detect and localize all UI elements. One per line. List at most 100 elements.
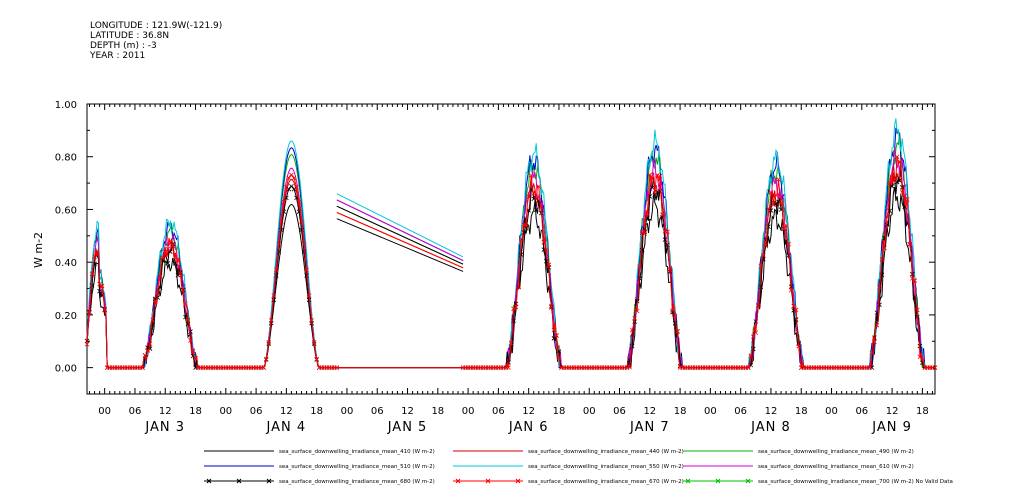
series-marker <box>304 267 309 273</box>
x-tick-label: 12 <box>643 406 656 417</box>
series-marker <box>771 202 776 208</box>
y-tick-label: 1.00 <box>55 100 77 111</box>
legend-label: sea_surface_downwelling_irradiance_mean_… <box>528 479 684 485</box>
series-marker <box>639 230 645 236</box>
series-marker <box>274 267 279 273</box>
series-group <box>84 118 938 370</box>
legend-marker <box>745 478 751 484</box>
series-marker <box>761 253 766 258</box>
series-marker <box>521 222 526 227</box>
series-marker <box>299 219 304 224</box>
series-marker <box>665 242 670 248</box>
series-marker <box>751 334 756 339</box>
legend-label: sea_surface_downwelling_irradiance_mean_… <box>758 449 914 455</box>
series-marker <box>756 303 761 309</box>
series-marker <box>190 348 196 354</box>
legend-label: sea_surface_downwelling_irradiance_mean_… <box>758 464 914 470</box>
series-marker <box>533 196 539 202</box>
series-marker <box>932 365 938 370</box>
x-tick-label: 18 <box>553 406 566 417</box>
x-tick-label: 12 <box>765 406 778 417</box>
series-marker <box>781 226 786 232</box>
series-marker <box>884 222 890 227</box>
series-marker <box>541 240 547 245</box>
series-marker <box>546 262 552 268</box>
series-marker <box>793 317 799 322</box>
series-marker <box>92 254 97 259</box>
series-marker <box>655 172 660 178</box>
series-marker <box>793 307 799 313</box>
series-marker <box>291 186 297 192</box>
series-marker <box>660 212 665 218</box>
series-marker <box>301 242 307 247</box>
series-marker <box>758 264 764 269</box>
series-marker <box>776 177 781 182</box>
series-marker <box>869 350 875 356</box>
series-marker <box>291 175 297 181</box>
series-marker <box>289 172 294 178</box>
series-marker <box>645 210 650 215</box>
longitude-label: LONGITUDE : 121.9W(-121.9) <box>90 21 223 31</box>
series-marker <box>523 223 529 229</box>
series-marker <box>528 173 534 178</box>
series-marker <box>786 253 791 258</box>
series-marker <box>872 339 877 345</box>
series-marker <box>667 267 673 272</box>
x-tick-label: 06 <box>371 406 384 417</box>
series-marker <box>670 310 675 315</box>
series-marker <box>776 199 781 205</box>
x-tick-label: 12 <box>401 406 414 417</box>
x-tick-label: 06 <box>129 406 142 417</box>
series-marker <box>165 246 171 252</box>
x-tick-label: 12 <box>886 406 899 417</box>
plot-frame <box>86 103 936 395</box>
series-marker <box>889 183 895 189</box>
series-marker <box>180 288 186 293</box>
series-marker <box>160 255 165 261</box>
series-marker <box>89 283 95 288</box>
series-marker <box>155 290 160 295</box>
series-marker <box>268 318 274 323</box>
series-marker <box>637 276 642 281</box>
series-marker <box>188 329 193 334</box>
series-marker <box>652 190 658 196</box>
legend-label: sea_surface_downwelling_irradiance_mean_… <box>279 449 435 455</box>
series-marker <box>140 365 145 370</box>
series-marker <box>157 273 163 279</box>
series-marker <box>511 318 516 324</box>
x-tick-label: 18 <box>674 406 687 417</box>
series-marker <box>266 339 271 345</box>
x-day-label: JAN 6 <box>508 420 549 435</box>
x-tick-label: 06 <box>250 406 263 417</box>
series-marker <box>894 154 900 160</box>
series-marker <box>904 197 910 202</box>
series-marker <box>549 303 554 309</box>
series-marker <box>551 327 557 333</box>
legend-label: sea_surface_downwelling_irradiance_mean_… <box>279 479 435 485</box>
series-marker <box>773 193 779 198</box>
series-marker <box>902 193 907 199</box>
series-marker <box>274 273 279 278</box>
series-marker <box>670 308 675 313</box>
series-marker <box>279 219 284 224</box>
series-marker <box>768 190 774 195</box>
latitude-label: LATITUDE : 36.8N <box>90 31 170 41</box>
series-marker <box>920 357 925 363</box>
series-gap-line <box>336 205 464 265</box>
series-marker <box>899 190 905 195</box>
series-marker <box>897 178 902 183</box>
series-marker <box>917 354 923 360</box>
series-marker <box>539 205 544 210</box>
series-marker <box>145 348 150 353</box>
series-marker <box>662 237 668 242</box>
series-marker <box>309 318 314 323</box>
legend-label: sea_surface_downwelling_irradiance_mean_… <box>279 464 435 470</box>
series-marker <box>170 243 176 248</box>
legend-marker <box>685 478 691 484</box>
series-marker <box>150 317 155 322</box>
series-marker <box>773 201 779 206</box>
x-tick-label: 00 <box>704 406 717 417</box>
series-marker <box>175 258 181 264</box>
series-marker <box>745 365 751 370</box>
